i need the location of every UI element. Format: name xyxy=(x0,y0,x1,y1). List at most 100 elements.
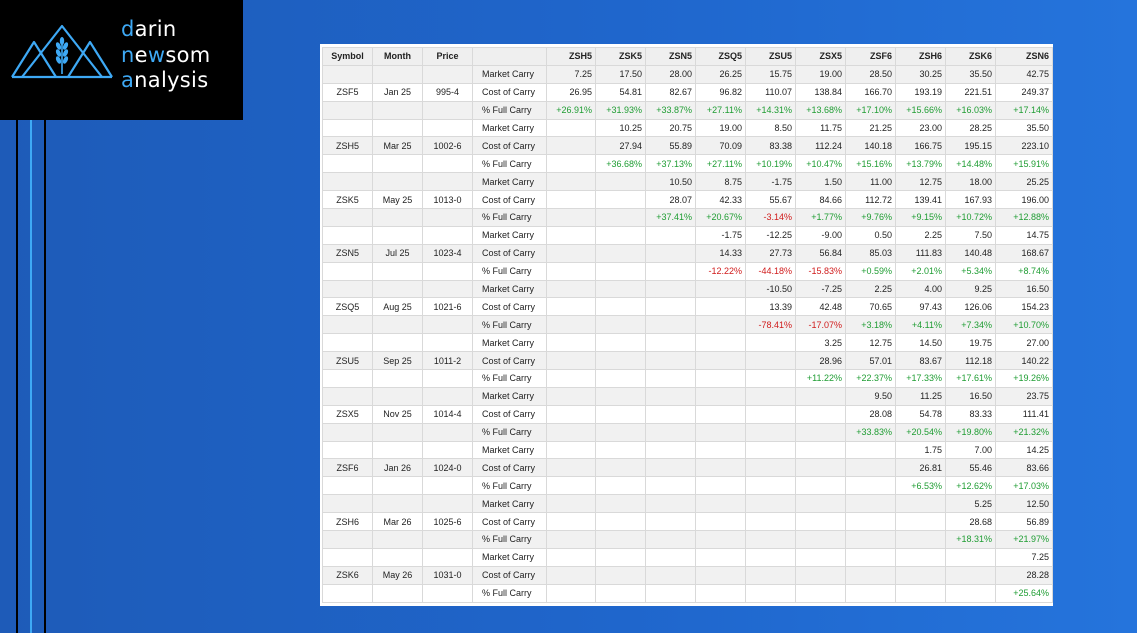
value-cell xyxy=(895,565,946,585)
row-label-cell: Market Carry xyxy=(472,225,547,245)
symbol-cell xyxy=(322,440,373,460)
month-cell xyxy=(372,279,423,299)
value-cell: 12.75 xyxy=(845,333,896,353)
value-cell: 96.82 xyxy=(695,82,746,102)
value-cell xyxy=(645,297,696,317)
price-cell xyxy=(422,333,473,353)
symbol-cell: ZSH5 xyxy=(322,136,373,156)
value-cell: 83.67 xyxy=(895,351,946,371)
value-cell xyxy=(546,404,596,424)
row-label-cell: % Full Carry xyxy=(472,154,547,174)
value-cell: 83.66 xyxy=(995,458,1053,478)
value-cell: 11.00 xyxy=(845,172,896,192)
price-cell: 1013-0 xyxy=(422,190,473,210)
price-cell: 1023-4 xyxy=(422,243,473,263)
value-cell: 18.00 xyxy=(945,172,996,192)
column-header xyxy=(472,47,547,66)
table-row: ZSN5 Jul 25 1023-4 Cost of Carry 14.33 27.73 5… xyxy=(322,243,1053,263)
value-cell xyxy=(546,243,596,263)
row-label-cell: % Full Carry xyxy=(472,315,547,335)
value-cell: +17.03% xyxy=(995,476,1053,496)
value-cell xyxy=(845,583,896,603)
value-cell: +36.68% xyxy=(595,154,646,174)
value-cell: +15.66% xyxy=(895,100,946,120)
value-cell: 21.25 xyxy=(845,118,896,138)
value-cell: 112.24 xyxy=(795,136,846,156)
symbol-cell xyxy=(322,547,373,567)
value-cell: +12.62% xyxy=(945,476,996,496)
value-cell xyxy=(645,243,696,263)
value-cell: +33.87% xyxy=(645,100,696,120)
value-cell: 1.50 xyxy=(795,172,846,192)
value-cell xyxy=(745,458,796,478)
value-cell xyxy=(795,530,846,549)
value-cell: 111.41 xyxy=(995,404,1053,424)
row-label-cell: % Full Carry xyxy=(472,100,547,120)
value-cell xyxy=(595,565,646,585)
value-cell xyxy=(795,386,846,406)
value-cell xyxy=(595,369,646,388)
value-cell: 35.50 xyxy=(945,64,996,84)
symbol-cell xyxy=(322,64,373,84)
value-cell: 54.78 xyxy=(895,404,946,424)
value-cell xyxy=(695,404,746,424)
symbol-cell xyxy=(322,333,373,353)
value-cell xyxy=(546,136,596,156)
value-cell xyxy=(745,565,796,585)
value-cell xyxy=(645,404,696,424)
price-cell xyxy=(422,583,473,603)
value-cell: -44.18% xyxy=(745,261,796,281)
value-cell: 16.50 xyxy=(945,386,996,406)
symbol-cell: ZSF5 xyxy=(322,82,373,102)
value-cell xyxy=(795,458,846,478)
value-cell xyxy=(595,422,646,442)
month-cell: Jul 25 xyxy=(372,243,423,263)
value-cell xyxy=(695,297,746,317)
symbol-cell: ZSK6 xyxy=(322,565,373,585)
value-cell xyxy=(595,494,646,514)
value-cell: +37.41% xyxy=(645,208,696,227)
value-cell: -9.00 xyxy=(795,225,846,245)
value-cell: -1.75 xyxy=(695,225,746,245)
table-row: ZSH5 Mar 25 1002-6 Cost of Carry 27.94 55.89 7… xyxy=(322,136,1053,156)
value-cell xyxy=(595,172,646,192)
price-cell xyxy=(422,225,473,245)
month-cell xyxy=(372,154,423,174)
value-cell xyxy=(745,422,796,442)
value-cell xyxy=(795,512,846,532)
brand-wordmark: darin newsom analysis xyxy=(121,17,211,92)
price-cell xyxy=(422,172,473,192)
symbol-cell: ZSH6 xyxy=(322,512,373,532)
value-cell: 19.00 xyxy=(695,118,746,138)
value-cell xyxy=(546,118,596,138)
table-header-row: Symbol Month Price ZSH5 ZSK5 ZSN5 ZSQ5 ZSU5 ZSX5… xyxy=(322,47,1053,66)
value-cell xyxy=(645,458,696,478)
row-label-cell: % Full Carry xyxy=(472,369,547,388)
month-cell: Sep 25 xyxy=(372,351,423,371)
value-cell: 28.68 xyxy=(945,512,996,532)
table-row: Market Carry 10.25 20.75 19.00 8.50 11.75 21.2… xyxy=(322,118,1053,138)
value-cell: 139.41 xyxy=(895,190,946,210)
value-cell xyxy=(695,494,746,514)
value-cell: -1.75 xyxy=(745,172,796,192)
value-cell xyxy=(546,369,596,388)
table-row: % Full Carry +18.31% +21.97% xyxy=(322,530,1053,549)
value-cell xyxy=(745,351,796,371)
table-row: % Full Carry +25.64% xyxy=(322,583,1053,603)
month-cell xyxy=(372,172,423,192)
value-cell xyxy=(595,208,646,227)
value-cell xyxy=(645,225,696,245)
value-cell xyxy=(546,154,596,174)
value-cell: 19.75 xyxy=(945,333,996,353)
value-cell xyxy=(546,208,596,227)
value-cell xyxy=(546,476,596,496)
row-label-cell: Cost of Carry xyxy=(472,351,547,371)
value-cell: 2.25 xyxy=(895,225,946,245)
value-cell: 110.07 xyxy=(745,82,796,102)
value-cell: -7.25 xyxy=(795,279,846,299)
price-cell xyxy=(422,279,473,299)
value-cell xyxy=(546,351,596,371)
value-cell xyxy=(795,404,846,424)
column-header: ZSU5 xyxy=(745,47,796,66)
column-header: ZSK6 xyxy=(945,47,996,66)
